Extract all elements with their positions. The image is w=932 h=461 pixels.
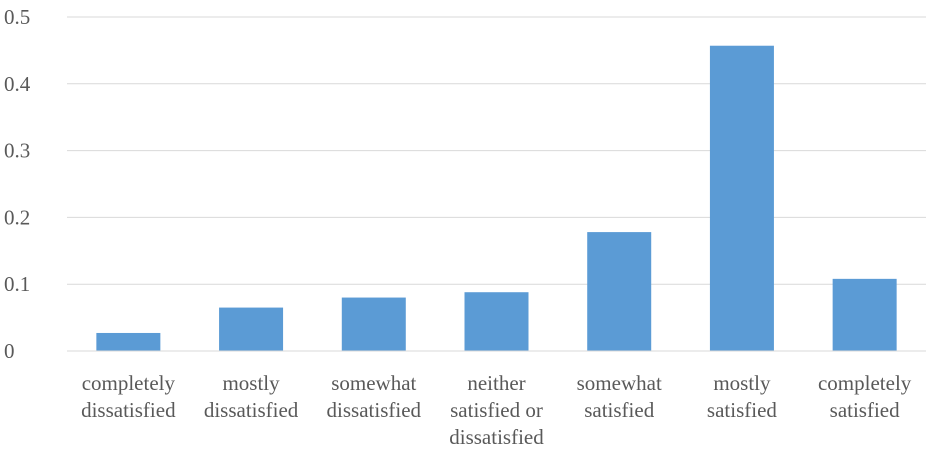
y-tick-label: 0.4 — [4, 72, 31, 96]
x-category-label-line: somewhat — [331, 371, 416, 395]
bar — [709, 45, 774, 351]
bar — [587, 232, 652, 351]
x-category-label: somewhat satisfied — [577, 371, 662, 422]
y-tick-label: 0 — [4, 339, 15, 363]
x-category-label-line: satisfied — [830, 398, 900, 422]
gridlines — [67, 16, 926, 285]
x-category-label-line: satisfied — [707, 398, 777, 422]
y-axis-tick-labels: 0 0.1 0.2 0.3 0.4 0.5 — [4, 5, 31, 363]
x-category-label-line: dissatisfied — [81, 398, 176, 422]
y-tick-label: 0.2 — [4, 205, 30, 229]
x-category-label: mostly satisfied — [707, 371, 777, 422]
bar — [341, 297, 406, 351]
bar — [832, 278, 897, 351]
x-category-label-line: satisfied or — [450, 398, 543, 422]
y-tick-label: 0.5 — [4, 5, 30, 29]
bar — [96, 332, 161, 351]
x-category-label-line: completely — [818, 371, 912, 395]
x-category-label-line: neither — [467, 371, 525, 395]
x-category-label: neither satisfied or dissatisfied — [449, 371, 544, 449]
x-category-label-line: dissatisfied — [204, 398, 299, 422]
x-category-label-line: somewhat — [577, 371, 662, 395]
x-category-label-line: satisfied — [584, 398, 654, 422]
x-axis-category-labels: completely dissatisfied mostly dissatisfied… — [81, 371, 912, 449]
x-category-label-line: mostly — [222, 371, 280, 395]
x-category-label-line: mostly — [713, 371, 771, 395]
x-category-label-line: dissatisfied — [449, 425, 544, 449]
x-category-label: completely dissatisfied — [81, 371, 176, 422]
x-category-label: mostly dissatisfied — [204, 371, 299, 422]
y-tick-label: 0.1 — [4, 272, 30, 296]
x-category-label: completely satisfied — [818, 371, 912, 422]
bars — [96, 45, 897, 351]
x-category-label-line: dissatisfied — [327, 398, 422, 422]
y-tick-label: 0.3 — [4, 139, 30, 163]
bar — [464, 292, 529, 351]
x-category-label-line: completely — [82, 371, 176, 395]
x-category-label: somewhat dissatisfied — [327, 371, 422, 422]
bar — [219, 307, 284, 351]
